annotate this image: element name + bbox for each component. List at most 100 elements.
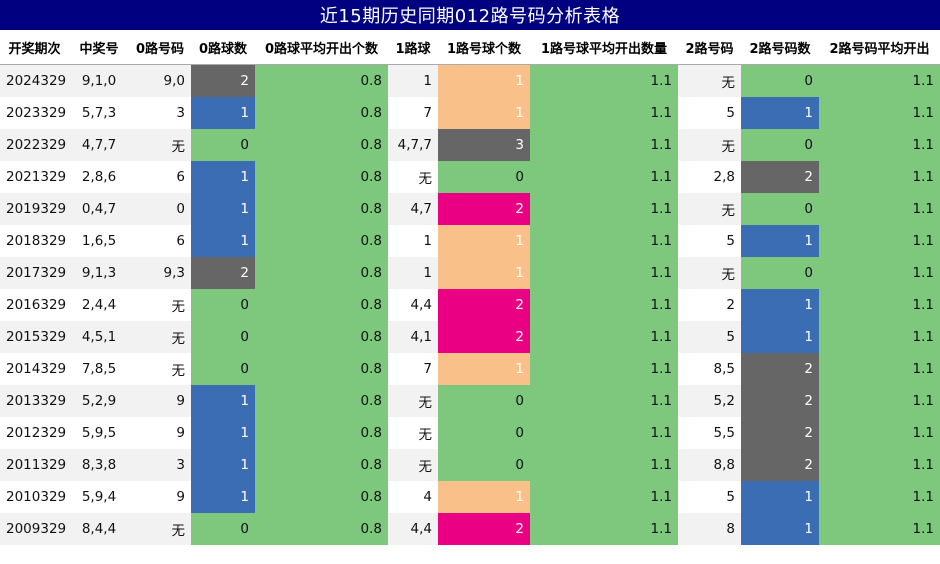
table-body: 2024329 9,1,0 9,0 2 0.8 1 1 1.1 无 0 1.1 2023329 5,7,…	[0, 64, 940, 545]
route2-count-cell: 0	[741, 193, 819, 225]
winning-numbers-cell: 9,1,0	[69, 64, 129, 97]
route1-numbers-cell: 4,4	[388, 289, 438, 321]
route1-count-cell: 1	[438, 481, 530, 513]
route0-numbers-cell: 3	[129, 97, 191, 129]
issue-cell: 2024329	[0, 64, 69, 97]
issue-cell: 2019329	[0, 193, 69, 225]
route0-average-cell: 0.8	[255, 64, 388, 97]
route1-numbers-cell: 无	[388, 161, 438, 193]
route1-average-cell: 1.1	[530, 481, 678, 513]
table-row: 2015329 4,5,1 无 0 0.8 4,1 2 1.1 5 1 1.1	[0, 321, 940, 353]
route2-numbers-cell: 5	[678, 97, 741, 129]
route2-numbers-cell: 无	[678, 257, 741, 289]
route2-count-cell: 0	[741, 257, 819, 289]
winning-numbers-cell: 5,9,5	[69, 417, 129, 449]
issue-cell: 2021329	[0, 161, 69, 193]
table-row: 2022329 4,7,7 无 0 0.8 4,7,7 3 1.1 无 0 1.1	[0, 129, 940, 161]
issue-cell: 2022329	[0, 129, 69, 161]
route0-numbers-cell: 无	[129, 353, 191, 385]
route0-count-cell: 0	[191, 321, 255, 353]
route2-average-cell: 1.1	[819, 129, 940, 161]
table-row: 2012329 5,9,5 9 1 0.8 无 0 1.1 5,5 2 1.1	[0, 417, 940, 449]
winning-numbers-cell: 4,7,7	[69, 129, 129, 161]
route1-count-cell: 0	[438, 417, 530, 449]
route2-average-cell: 1.1	[819, 353, 940, 385]
route2-average-cell: 1.1	[819, 385, 940, 417]
route2-count-cell: 2	[741, 353, 819, 385]
route1-average-cell: 1.1	[530, 385, 678, 417]
winning-numbers-cell: 1,6,5	[69, 225, 129, 257]
route1-average-cell: 1.1	[530, 289, 678, 321]
route1-count-cell: 1	[438, 225, 530, 257]
route2-average-cell: 1.1	[819, 97, 940, 129]
winning-numbers-cell: 2,8,6	[69, 161, 129, 193]
route1-count-cell: 2	[438, 513, 530, 545]
issue-cell: 2009329	[0, 513, 69, 545]
route0-average-cell: 0.8	[255, 97, 388, 129]
header-route2-numbers: 2路号码	[678, 30, 741, 65]
table-row: 2019329 0,4,7 0 1 0.8 4,7 2 1.1 无 0 1.1	[0, 193, 940, 225]
route0-count-cell: 1	[191, 161, 255, 193]
route0-numbers-cell: 6	[129, 161, 191, 193]
route1-average-cell: 1.1	[530, 193, 678, 225]
route0-count-cell: 1	[191, 385, 255, 417]
route0-numbers-cell: 无	[129, 289, 191, 321]
route2-count-cell: 2	[741, 161, 819, 193]
route0-numbers-cell: 无	[129, 129, 191, 161]
route0-numbers-cell: 0	[129, 193, 191, 225]
route1-numbers-cell: 4,4	[388, 513, 438, 545]
route0-count-cell: 1	[191, 225, 255, 257]
route0-numbers-cell: 无	[129, 513, 191, 545]
issue-cell: 2010329	[0, 481, 69, 513]
table-row: 2024329 9,1,0 9,0 2 0.8 1 1 1.1 无 0 1.1	[0, 64, 940, 97]
route0-average-cell: 0.8	[255, 417, 388, 449]
route1-average-cell: 1.1	[530, 353, 678, 385]
winning-numbers-cell: 2,4,4	[69, 289, 129, 321]
table-row: 2010329 5,9,4 9 1 0.8 4 1 1.1 5 1 1.1	[0, 481, 940, 513]
route0-numbers-cell: 9,3	[129, 257, 191, 289]
winning-numbers-cell: 7,8,5	[69, 353, 129, 385]
route0-count-cell: 1	[191, 481, 255, 513]
header-route1-average: 1路号球平均开出数量	[530, 30, 678, 65]
route2-count-cell: 1	[741, 289, 819, 321]
route1-count-cell: 1	[438, 257, 530, 289]
route1-numbers-cell: 1	[388, 257, 438, 289]
table-row: 2017329 9,1,3 9,3 2 0.8 1 1 1.1 无 0 1.1	[0, 257, 940, 289]
route2-numbers-cell: 无	[678, 193, 741, 225]
route0-numbers-cell: 6	[129, 225, 191, 257]
winning-numbers-cell: 5,2,9	[69, 385, 129, 417]
issue-cell: 2016329	[0, 289, 69, 321]
route2-numbers-cell: 无	[678, 129, 741, 161]
winning-numbers-cell: 8,3,8	[69, 449, 129, 481]
winning-numbers-cell: 8,4,4	[69, 513, 129, 545]
route0-average-cell: 0.8	[255, 449, 388, 481]
route2-numbers-cell: 5	[678, 321, 741, 353]
route0-numbers-cell: 9	[129, 481, 191, 513]
route2-average-cell: 1.1	[819, 64, 940, 97]
winning-numbers-cell: 0,4,7	[69, 193, 129, 225]
route1-average-cell: 1.1	[530, 97, 678, 129]
route1-average-cell: 1.1	[530, 449, 678, 481]
route1-count-cell: 2	[438, 289, 530, 321]
header-route2-count: 2路号码数	[741, 30, 819, 65]
winning-numbers-cell: 5,7,3	[69, 97, 129, 129]
issue-cell: 2015329	[0, 321, 69, 353]
route0-numbers-cell: 3	[129, 449, 191, 481]
route1-count-cell: 0	[438, 385, 530, 417]
route0-numbers-cell: 9,0	[129, 64, 191, 97]
route2-count-cell: 1	[741, 513, 819, 545]
route2-numbers-cell: 8,5	[678, 353, 741, 385]
route0-average-cell: 0.8	[255, 321, 388, 353]
route2-count-cell: 2	[741, 385, 819, 417]
route2-average-cell: 1.1	[819, 417, 940, 449]
issue-cell: 2023329	[0, 97, 69, 129]
route0-average-cell: 0.8	[255, 129, 388, 161]
route2-count-cell: 1	[741, 225, 819, 257]
route1-count-cell: 2	[438, 321, 530, 353]
route1-average-cell: 1.1	[530, 161, 678, 193]
route1-count-cell: 0	[438, 449, 530, 481]
route2-average-cell: 1.1	[819, 161, 940, 193]
route0-average-cell: 0.8	[255, 353, 388, 385]
route1-numbers-cell: 7	[388, 97, 438, 129]
route1-average-cell: 1.1	[530, 513, 678, 545]
